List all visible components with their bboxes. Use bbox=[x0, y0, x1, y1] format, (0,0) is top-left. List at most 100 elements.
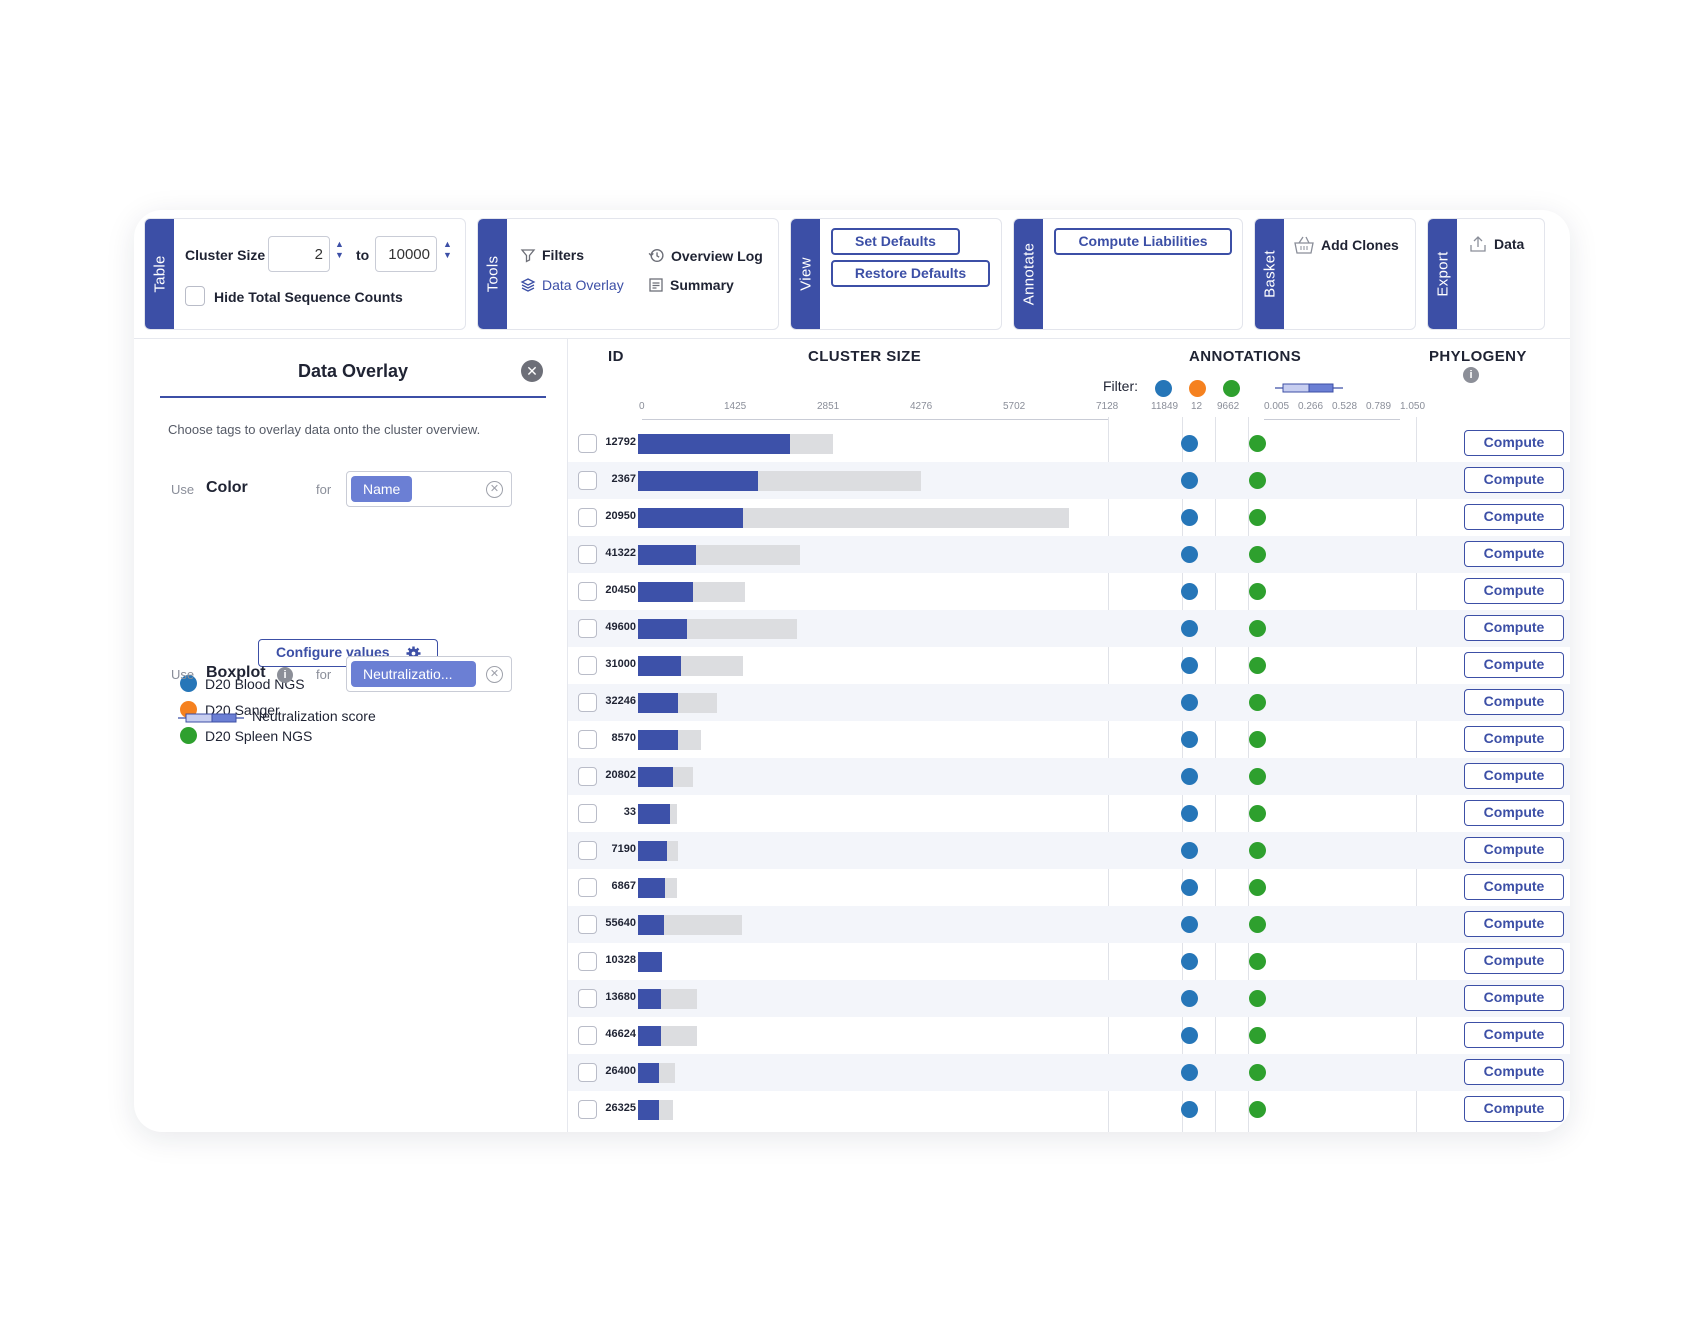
compute-phylogeny-button[interactable]: Compute bbox=[1464, 504, 1564, 530]
export-tab[interactable]: Export bbox=[1428, 219, 1457, 329]
cluster-size-header[interactable]: CLUSTER SIZE bbox=[808, 348, 922, 365]
compute-phylogeny-button[interactable]: Compute bbox=[1464, 652, 1564, 678]
cluster-size-bar[interactable] bbox=[638, 545, 696, 565]
cluster-size-bar[interactable] bbox=[638, 1100, 660, 1120]
phylogeny-info-icon[interactable]: i bbox=[1463, 367, 1479, 383]
compute-phylogeny-button[interactable]: Compute bbox=[1464, 726, 1564, 752]
annotations-header[interactable]: ANNOTATIONS bbox=[1189, 348, 1302, 365]
table-row[interactable]: 7190 Compute bbox=[568, 832, 1570, 869]
cluster-size-bar[interactable] bbox=[638, 656, 681, 676]
filter-orange-dot[interactable] bbox=[1189, 380, 1206, 397]
min-stepper-icon[interactable]: ▲ ▼ bbox=[335, 239, 344, 260]
phylogeny-header[interactable]: PHYLOGENY bbox=[1429, 348, 1527, 365]
cluster-size-bar[interactable] bbox=[638, 471, 759, 491]
cluster-size-bar[interactable] bbox=[638, 508, 743, 528]
compute-phylogeny-button[interactable]: Compute bbox=[1464, 874, 1564, 900]
info-icon[interactable]: i bbox=[277, 667, 293, 683]
view-tab[interactable]: View bbox=[791, 219, 820, 329]
filters-button[interactable]: Filters bbox=[520, 247, 584, 263]
annotate-tab[interactable]: Annotate bbox=[1014, 219, 1043, 329]
row-checkbox[interactable] bbox=[578, 1100, 597, 1119]
row-checkbox[interactable] bbox=[578, 989, 597, 1008]
row-checkbox[interactable] bbox=[578, 471, 597, 490]
cluster-size-bar[interactable] bbox=[638, 1026, 661, 1046]
cluster-size-bar[interactable] bbox=[638, 767, 673, 787]
cluster-size-min-input[interactable]: 2 bbox=[268, 236, 330, 272]
row-checkbox[interactable] bbox=[578, 1063, 597, 1082]
row-checkbox[interactable] bbox=[578, 878, 597, 897]
table-tab[interactable]: Table bbox=[145, 219, 174, 329]
cluster-size-bar[interactable] bbox=[638, 619, 687, 639]
tools-tab[interactable]: Tools bbox=[478, 219, 507, 329]
set-defaults-button[interactable]: Set Defaults bbox=[831, 228, 960, 255]
cluster-size-bar[interactable] bbox=[638, 804, 670, 824]
filter-blue-dot[interactable] bbox=[1155, 380, 1172, 397]
max-stepper-icon[interactable]: ▲ ▼ bbox=[443, 239, 452, 260]
compute-liabilities-button[interactable]: Compute Liabilities bbox=[1054, 228, 1232, 255]
table-row[interactable]: 32246 Compute bbox=[568, 684, 1570, 721]
compute-phylogeny-button[interactable]: Compute bbox=[1464, 763, 1564, 789]
compute-phylogeny-button[interactable]: Compute bbox=[1464, 837, 1564, 863]
compute-phylogeny-button[interactable]: Compute bbox=[1464, 467, 1564, 493]
table-row[interactable]: 20802 Compute bbox=[568, 758, 1570, 795]
table-row[interactable]: 2367 Compute bbox=[568, 462, 1570, 499]
table-row[interactable]: 10328 Compute bbox=[568, 943, 1570, 980]
table-row[interactable]: 8570 Compute bbox=[568, 721, 1570, 758]
table-row[interactable]: 12792 Compute bbox=[568, 425, 1570, 462]
compute-phylogeny-button[interactable]: Compute bbox=[1464, 689, 1564, 715]
restore-defaults-button[interactable]: Restore Defaults bbox=[831, 260, 990, 287]
export-data-button[interactable]: Data bbox=[1468, 234, 1524, 254]
cluster-size-bar[interactable] bbox=[638, 582, 693, 602]
color-tag-chip[interactable]: Name bbox=[351, 476, 413, 502]
row-checkbox[interactable] bbox=[578, 767, 597, 786]
boxplot-tag-select[interactable]: Neutralizatio... ✕ bbox=[346, 656, 512, 692]
cluster-size-bar[interactable] bbox=[638, 989, 661, 1009]
table-row[interactable]: 6867 Compute bbox=[568, 869, 1570, 906]
data-overlay-button[interactable]: Data Overlay bbox=[520, 277, 624, 293]
filter-green-dot[interactable] bbox=[1223, 380, 1240, 397]
table-row[interactable]: 55640 Compute bbox=[568, 906, 1570, 943]
row-checkbox[interactable] bbox=[578, 582, 597, 601]
table-row[interactable]: 20950 Compute bbox=[568, 499, 1570, 536]
row-checkbox[interactable] bbox=[578, 545, 597, 564]
table-row[interactable]: 26325 Compute bbox=[568, 1091, 1570, 1128]
basket-tab[interactable]: Basket bbox=[1255, 219, 1284, 329]
cluster-size-bar[interactable] bbox=[638, 1063, 660, 1083]
boxplot-filter-icon[interactable] bbox=[1275, 382, 1343, 394]
row-checkbox[interactable] bbox=[578, 730, 597, 749]
row-checkbox[interactable] bbox=[578, 915, 597, 934]
cluster-size-max-input[interactable]: 10000 bbox=[375, 236, 437, 272]
row-checkbox[interactable] bbox=[578, 841, 597, 860]
compute-phylogeny-button[interactable]: Compute bbox=[1464, 800, 1564, 826]
table-row[interactable]: 33 Compute bbox=[568, 795, 1570, 832]
compute-phylogeny-button[interactable]: Compute bbox=[1464, 615, 1564, 641]
hide-total-counts-checkbox[interactable] bbox=[185, 286, 205, 306]
compute-phylogeny-button[interactable]: Compute bbox=[1464, 948, 1564, 974]
cluster-size-bar[interactable] bbox=[638, 952, 663, 972]
row-checkbox[interactable] bbox=[578, 1026, 597, 1045]
row-checkbox[interactable] bbox=[578, 434, 597, 453]
cluster-size-bar[interactable] bbox=[638, 434, 790, 454]
clear-boxplot-icon[interactable]: ✕ bbox=[486, 666, 503, 683]
clear-color-icon[interactable]: ✕ bbox=[486, 481, 503, 498]
cluster-size-bar[interactable] bbox=[638, 693, 678, 713]
table-row[interactable]: 41322 Compute bbox=[568, 536, 1570, 573]
table-row[interactable]: 49600 Compute bbox=[568, 610, 1570, 647]
row-checkbox[interactable] bbox=[578, 952, 597, 971]
cluster-size-bar[interactable] bbox=[638, 915, 664, 935]
cluster-size-bar[interactable] bbox=[638, 878, 666, 898]
close-icon[interactable]: ✕ bbox=[521, 360, 543, 382]
row-checkbox[interactable] bbox=[578, 693, 597, 712]
summary-button[interactable]: Summary bbox=[648, 277, 734, 293]
table-row[interactable]: 31000 Compute bbox=[568, 647, 1570, 684]
color-tag-select[interactable]: Name ✕ bbox=[346, 471, 512, 507]
row-checkbox[interactable] bbox=[578, 804, 597, 823]
compute-phylogeny-button[interactable]: Compute bbox=[1464, 911, 1564, 937]
row-checkbox[interactable] bbox=[578, 656, 597, 675]
compute-phylogeny-button[interactable]: Compute bbox=[1464, 1022, 1564, 1048]
table-row[interactable]: 26400 Compute bbox=[568, 1054, 1570, 1091]
compute-phylogeny-button[interactable]: Compute bbox=[1464, 430, 1564, 456]
compute-phylogeny-button[interactable]: Compute bbox=[1464, 578, 1564, 604]
compute-phylogeny-button[interactable]: Compute bbox=[1464, 541, 1564, 567]
table-row[interactable]: 46624 Compute bbox=[568, 1017, 1570, 1054]
